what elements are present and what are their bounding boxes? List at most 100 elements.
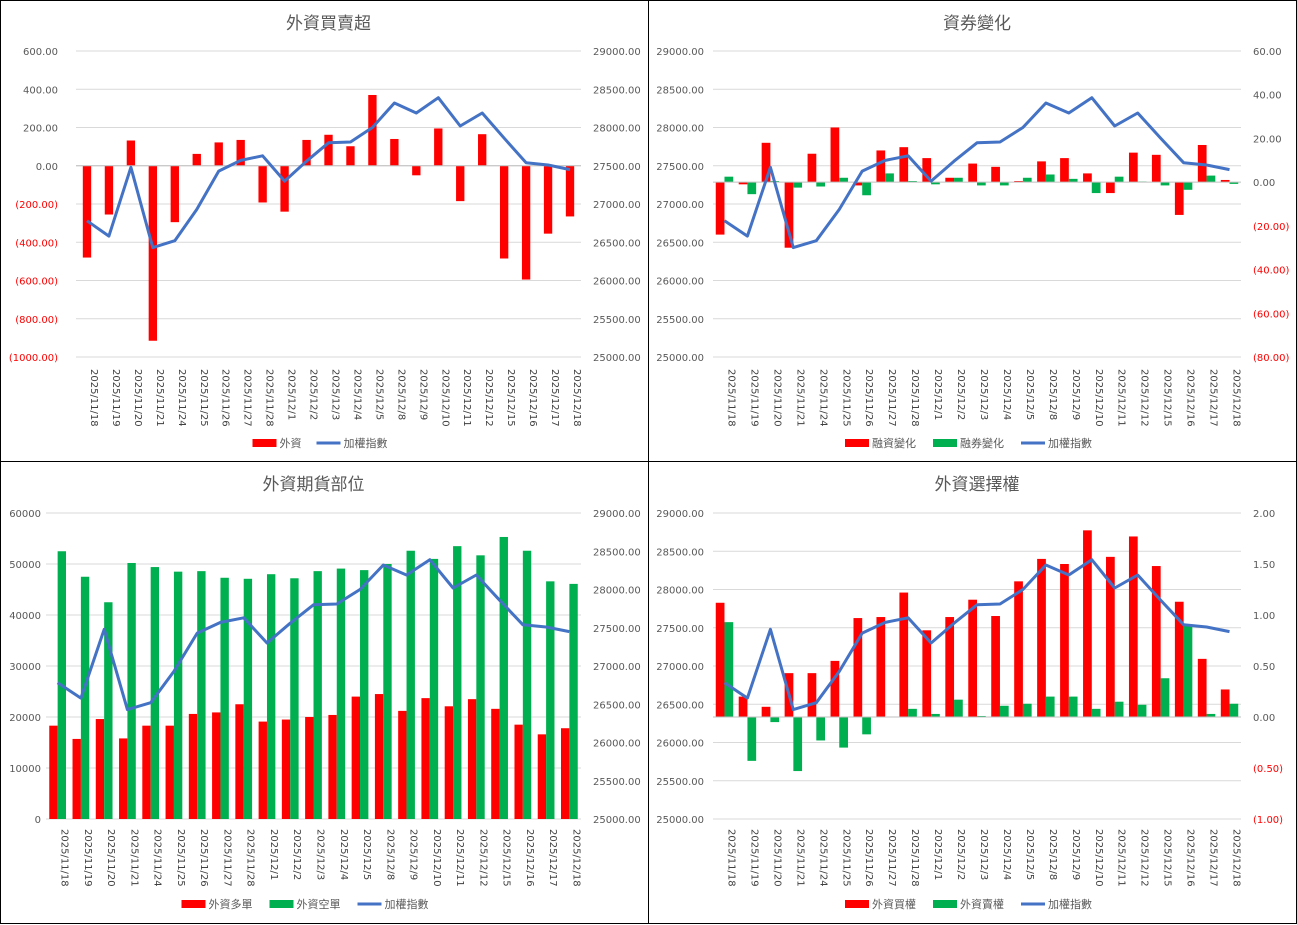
bar-外資: [302, 139, 311, 166]
chart-panel-margin-short: 資券變化 25000.00 25500.00 26000.00 26500.00 2700…: [648, 0, 1297, 463]
bar-融券變化: [1022, 177, 1032, 183]
category-label: 2025/12/18: [570, 829, 581, 887]
left-axis-tick-label: (400.00): [15, 238, 58, 249]
category-label: 2025/11/26: [863, 369, 874, 427]
category-label: 2025/12/11: [454, 829, 465, 887]
bar-外資賣權: [1091, 708, 1101, 717]
bar-外資多單: [491, 708, 500, 819]
bar-外資多單: [328, 714, 337, 819]
bar-融資變化: [830, 127, 840, 183]
category-label: 2025/12/1: [268, 829, 279, 880]
category-label: 2025/12/8: [384, 829, 395, 880]
right-axis-tick-label: 26000.00: [593, 277, 641, 288]
bar-外資多單: [119, 738, 128, 819]
legend-swatch-外資多單: [181, 900, 206, 908]
right-axis-tick-label: 0.50: [1253, 662, 1275, 673]
bar-外資買權: [1060, 564, 1069, 717]
right-axis-tick-label: 0.00: [1253, 178, 1275, 189]
chart-panel-foreign-options: 外資選擇權 25000.00 25500.00 26000.00 26500.00 270…: [648, 461, 1297, 924]
category-label: 2025/11/25: [840, 829, 851, 887]
bar-外資空單: [173, 571, 183, 819]
category-label: 2025/11/18: [59, 829, 70, 887]
right-axis-tick-label: 26000.00: [593, 739, 641, 750]
line-series-加權指數: [86, 96, 571, 250]
bar-外資多單: [235, 704, 244, 819]
bar-外資賣權: [977, 715, 986, 717]
category-label: 2025/11/24: [152, 829, 163, 887]
category-label: 2025/11/27: [886, 829, 897, 887]
bar-外資多單: [560, 728, 570, 819]
category-label: 2025/12/11: [1116, 829, 1127, 887]
bar-融資變化: [1037, 161, 1046, 183]
line-series-加權指數: [723, 96, 1230, 250]
category-label: 2025/11/25: [175, 829, 186, 887]
bar-外資賣權: [1183, 625, 1193, 717]
bar-外資買權: [738, 696, 748, 717]
category-label: 2025/12/8: [395, 369, 406, 420]
bar-外資: [192, 153, 201, 166]
bar-外資空單: [150, 567, 160, 819]
category-label: 2025/12/12: [1139, 829, 1150, 887]
right-axis-tick-label: 26500.00: [593, 238, 641, 249]
left-axis-tick-label: 27500.00: [656, 162, 704, 173]
chart-title: 外資買賣超: [286, 14, 371, 34]
bar-融資變化: [1014, 181, 1023, 183]
category-label: 2025/12/15: [1162, 829, 1173, 887]
category-label: 2025/11/19: [748, 829, 759, 887]
category-label: 2025/12/2: [955, 369, 966, 420]
category-label: 2025/12/1: [932, 369, 943, 420]
bar-融資變化: [1220, 179, 1230, 183]
category-label: 2025/12/18: [571, 369, 582, 427]
category-label: 2025/12/11: [1116, 369, 1127, 427]
bar-外資多單: [142, 725, 151, 819]
bar-外資買權: [715, 602, 725, 717]
right-axis-tick-label: 28000.00: [593, 586, 641, 597]
bar-外資多單: [165, 725, 174, 819]
category-label: 2025/11/21: [154, 369, 165, 427]
bar-融資變化: [1128, 152, 1138, 183]
right-axis-tick-label: 1.50: [1253, 560, 1275, 571]
category-label: 2025/11/24: [817, 829, 828, 887]
category-label: 2025/12/12: [1139, 369, 1150, 427]
bar-外資買權: [1106, 556, 1115, 717]
right-axis-tick-label: 25000.00: [593, 815, 641, 826]
left-axis-tick-label: 40000: [9, 611, 41, 622]
category-label: 2025/12/4: [338, 829, 349, 880]
category-label: 2025/12/2: [955, 829, 966, 880]
category-label: 2025/12/1: [286, 369, 297, 420]
category-label: 2025/11/26: [198, 829, 209, 887]
right-axis-tick-label: 1.00: [1253, 611, 1275, 622]
bar-外資: [170, 165, 179, 223]
bar-外資多單: [188, 713, 198, 819]
bar-融資變化: [807, 153, 817, 183]
left-axis-tick-label: (200.00): [15, 200, 58, 211]
left-axis-tick-label: 26500.00: [656, 700, 704, 711]
left-axis-tick-label: 26000.00: [656, 739, 704, 750]
right-axis-tick-label: (1.00): [1253, 815, 1283, 826]
bar-外資賣權: [931, 713, 940, 717]
legend-label: 外資多單: [209, 897, 253, 911]
bar-融券變化: [1183, 182, 1193, 190]
right-axis-tick-label: 40.00: [1253, 91, 1282, 102]
category-label: 2025/12/3: [978, 369, 989, 420]
bar-融券變化: [1160, 182, 1170, 186]
bar-外資買權: [853, 618, 863, 717]
bar-外資多單: [72, 738, 81, 819]
right-axis-tick-label: 60.00: [1253, 47, 1282, 58]
category-label: 2025/12/3: [315, 829, 326, 880]
bar-外資多單: [258, 721, 267, 819]
bar-外資: [521, 165, 531, 280]
category-label: 2025/11/18: [725, 369, 736, 427]
left-axis-tick-label: 25500.00: [656, 315, 704, 326]
bar-外資賣權: [1022, 703, 1032, 717]
category-label: 2025/11/21: [794, 369, 805, 427]
category-label: 2025/11/28: [909, 369, 920, 427]
category-label: 2025/12/2: [291, 829, 302, 880]
bar-外資空單: [406, 550, 415, 819]
bar-融資變化: [991, 166, 1000, 183]
category-label: 2025/12/5: [1024, 829, 1035, 880]
left-axis-tick-label: (600.00): [15, 277, 58, 288]
bar-外資多單: [281, 719, 291, 819]
bar-外資空單: [220, 577, 229, 819]
right-axis-tick-label: 27500.00: [593, 162, 641, 173]
